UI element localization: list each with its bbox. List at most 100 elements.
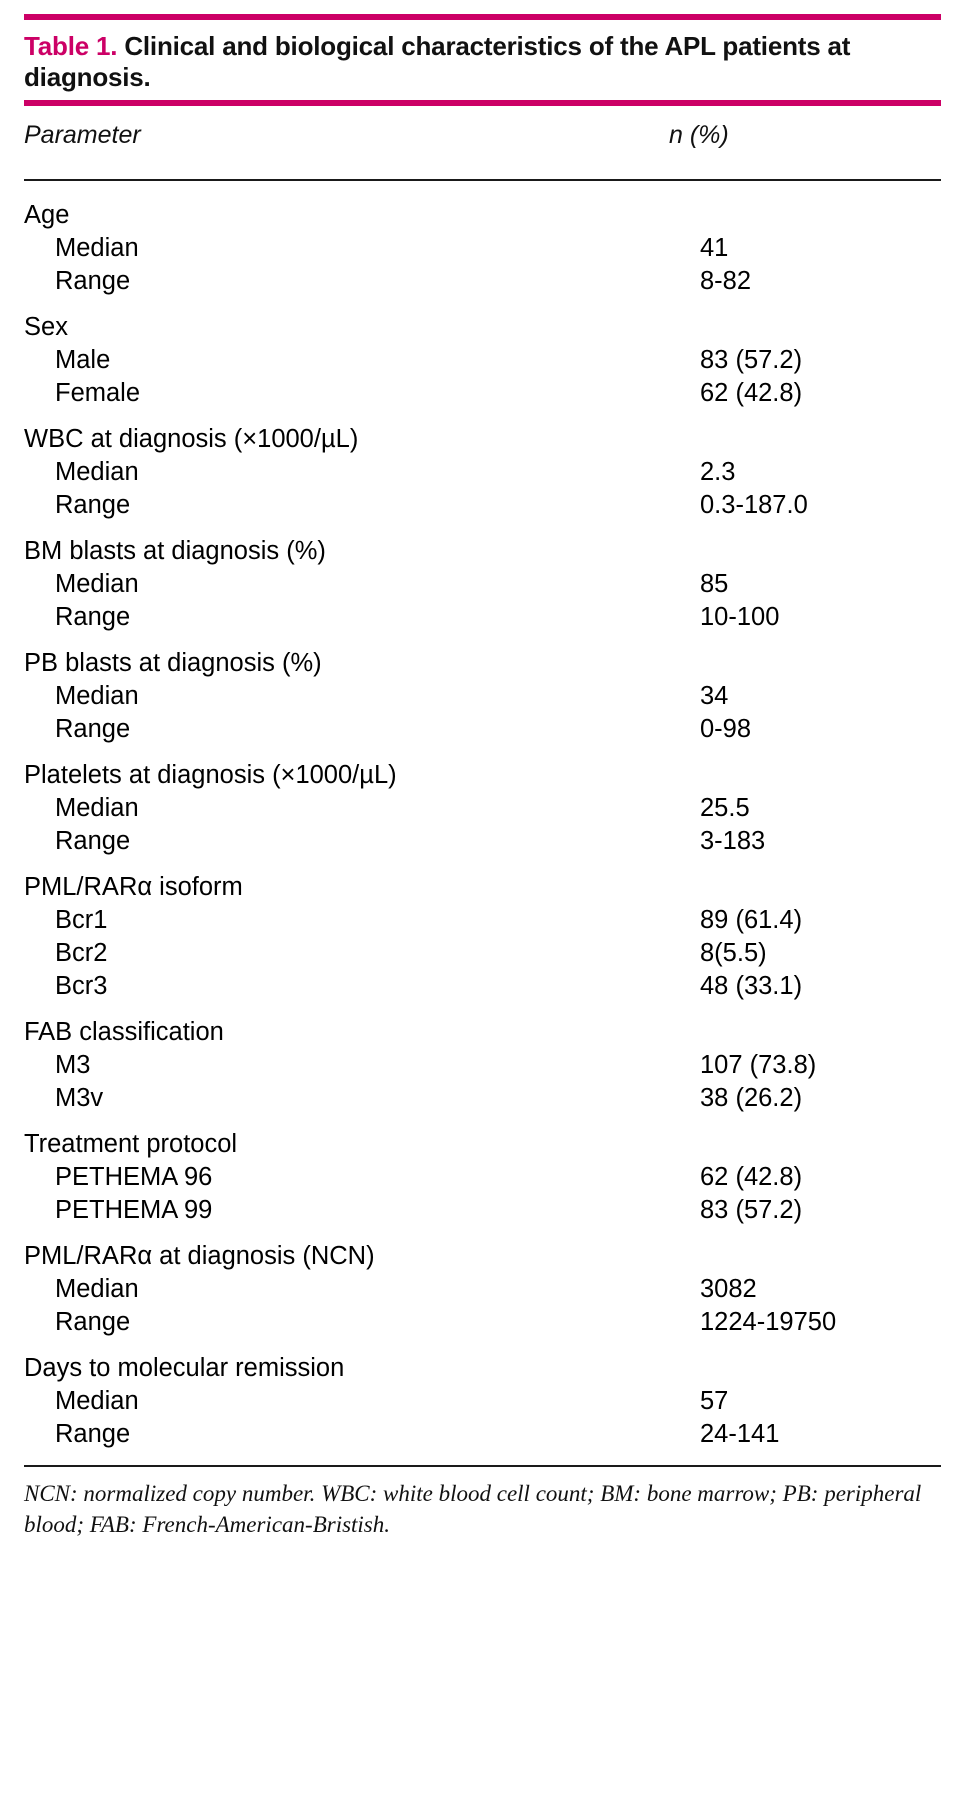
table-footnote: NCN: normalized copy number. WBC: white … xyxy=(24,1481,922,1537)
table-group: FAB classification M3 107 (73.8) M3v 38 (26.… xyxy=(24,1016,941,1115)
table-row: Median 3082 xyxy=(24,1273,941,1306)
table-row: Female 62 (42.8) xyxy=(24,377,941,410)
row-label: Bcr2 xyxy=(55,939,108,968)
table-row: Median 41 xyxy=(24,232,941,265)
table-row: Days to molecular remission xyxy=(24,1352,941,1385)
row-value: 25.5 xyxy=(700,794,750,823)
table-group: PML/RARα at diagnosis (NCN) Median 3082 Ran… xyxy=(24,1240,941,1339)
row-label: Median xyxy=(55,794,139,823)
table-row: Range 0-98 xyxy=(24,713,941,746)
group-heading-label: Platelets at diagnosis (×1000/µL) xyxy=(24,761,397,790)
row-label: PETHEMA 96 xyxy=(55,1163,213,1192)
table-row: Range 1224-19750 xyxy=(24,1306,941,1339)
row-value: 24-141 xyxy=(700,1420,780,1449)
table-row: Range 8-82 xyxy=(24,265,941,298)
table-group: WBC at diagnosis (×1000/µL) Median 2.3 Rang… xyxy=(24,423,941,522)
table-group: Age Median 41 Range 8-82 xyxy=(24,199,941,298)
table-row: FAB classification xyxy=(24,1016,941,1049)
caption-label: Table 1. xyxy=(24,31,118,61)
row-value: 57 xyxy=(700,1387,729,1416)
group-heading-label: FAB classification xyxy=(24,1018,224,1047)
header-rule xyxy=(24,179,941,182)
table-row: WBC at diagnosis (×1000/µL) xyxy=(24,423,941,456)
row-value: 2.3 xyxy=(700,458,736,487)
row-value: 107 (73.8) xyxy=(700,1051,817,1080)
row-value: 0.3-187.0 xyxy=(700,491,808,520)
accent-rule-top xyxy=(24,14,941,20)
table-group: PML/RARα isoform Bcr1 89 (61.4) Bcr2 8(5.5) B… xyxy=(24,871,941,1003)
row-label: Median xyxy=(55,1387,139,1416)
row-value: 3082 xyxy=(700,1275,757,1304)
row-label: PETHEMA 99 xyxy=(55,1196,213,1225)
caption-text: Clinical and biological characteristics … xyxy=(24,31,851,92)
row-label: Bcr1 xyxy=(55,906,108,935)
table-figure: Table 1. Clinical and biological charact… xyxy=(0,14,965,1814)
table-row: BM blasts at diagnosis (%) xyxy=(24,535,941,568)
group-heading-label: PML/RARα at diagnosis (NCN) xyxy=(24,1242,375,1271)
row-value: 41 xyxy=(700,234,729,263)
table-row: Median 85 xyxy=(24,568,941,601)
table-group: Sex Male 83 (57.2) Female 62 (42.8) xyxy=(24,311,941,410)
table-row: Median 25.5 xyxy=(24,792,941,825)
table-row: Bcr1 89 (61.4) xyxy=(24,904,941,937)
group-heading-label: Age xyxy=(24,201,70,230)
row-value: 62 (42.8) xyxy=(700,1163,803,1192)
table-row: Treatment protocol xyxy=(24,1128,941,1161)
table-row: Range 10-100 xyxy=(24,601,941,634)
table-row: PML/RARα at diagnosis (NCN) xyxy=(24,1240,941,1273)
group-heading-label: Treatment protocol xyxy=(24,1130,238,1159)
table-row: Range 24-141 xyxy=(24,1418,941,1451)
row-label: M3 xyxy=(55,1051,91,1080)
row-label: Median xyxy=(55,682,139,711)
row-label: Range xyxy=(55,267,131,296)
table-row: Median 2.3 xyxy=(24,456,941,489)
row-label: Bcr3 xyxy=(55,972,108,1001)
row-label: Median xyxy=(55,458,139,487)
table-group: Treatment protocol PETHEMA 96 62 (42.8) PET… xyxy=(24,1128,941,1227)
row-label: Range xyxy=(55,1420,131,1449)
table-group: Days to molecular remission Median 57 Range… xyxy=(24,1352,941,1451)
row-value: 83 (57.2) xyxy=(700,1196,803,1225)
table-row: Bcr2 8(5.5) xyxy=(24,937,941,970)
table-row: Male 83 (57.2) xyxy=(24,344,941,377)
table-group: PB blasts at diagnosis (%) Median 34 Range 0… xyxy=(24,647,941,746)
table-row: Range 0.3-187.0 xyxy=(24,489,941,522)
row-label: Median xyxy=(55,234,139,263)
row-value: 38 (26.2) xyxy=(700,1084,803,1113)
table-row: PB blasts at diagnosis (%) xyxy=(24,647,941,680)
row-value: 3-183 xyxy=(700,827,766,856)
row-label: Female xyxy=(55,379,141,408)
row-value: 85 xyxy=(700,570,729,599)
row-value: 8-82 xyxy=(700,267,752,296)
row-value: 89 (61.4) xyxy=(700,906,803,935)
column-header-row: Parameter n (%) xyxy=(24,106,941,167)
table-caption: Table 1. Clinical and biological charact… xyxy=(24,20,941,94)
group-heading-label: PB blasts at diagnosis (%) xyxy=(24,649,322,678)
row-label: Male xyxy=(55,346,111,375)
row-value: 0-98 xyxy=(700,715,752,744)
table-row: M3v 38 (26.2) xyxy=(24,1082,941,1115)
row-value: 48 (33.1) xyxy=(700,972,803,1001)
table-row: Platelets at diagnosis (×1000/µL) xyxy=(24,759,941,792)
column-header-parameter: Parameter xyxy=(24,121,141,150)
group-heading-label: Sex xyxy=(24,313,68,342)
table-row: M3 107 (73.8) xyxy=(24,1049,941,1082)
table-row: Range 3-183 xyxy=(24,825,941,858)
row-label: Median xyxy=(55,1275,139,1304)
row-value: 83 (57.2) xyxy=(700,346,803,375)
row-value: 34 xyxy=(700,682,729,711)
row-value: 62 (42.8) xyxy=(700,379,803,408)
table-row: Bcr3 48 (33.1) xyxy=(24,970,941,1003)
table-row: Median 34 xyxy=(24,680,941,713)
accent-rule-middle xyxy=(24,100,941,107)
group-heading-label: PML/RARα isoform xyxy=(24,873,243,902)
row-label: Median xyxy=(55,570,139,599)
table-body: Age Median 41 Range 8-82 Sex Male 83 (57.2) Fema… xyxy=(24,181,941,1451)
row-label: Range xyxy=(55,827,131,856)
footer-rule xyxy=(24,1465,941,1468)
table-row: PML/RARα isoform xyxy=(24,871,941,904)
row-label: Range xyxy=(55,491,131,520)
table-group: Platelets at diagnosis (×1000/µL) Median 2… xyxy=(24,759,941,858)
row-label: Range xyxy=(55,1308,131,1337)
row-label: Range xyxy=(55,603,131,632)
